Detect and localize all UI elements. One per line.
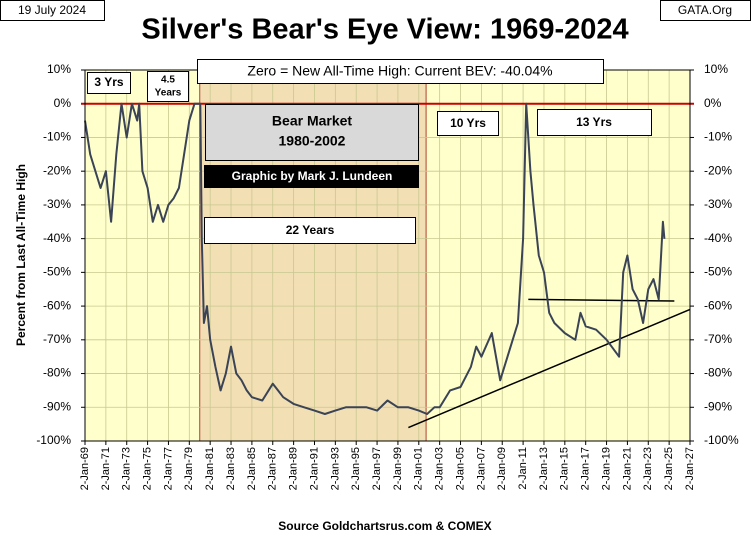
annotation: Years xyxy=(155,88,182,99)
y2-tick-label: -60% xyxy=(704,298,732,312)
chart-title: Silver's Bear's Eye View: 1969-2024 xyxy=(141,14,628,46)
annotation-box xyxy=(204,217,416,244)
x-tick-label: 2-Jan-77 xyxy=(162,447,174,490)
x-tick-label: 2-Jan-19 xyxy=(600,447,612,490)
y2-tick-label: -10% xyxy=(704,130,732,144)
y-tick-label: -70% xyxy=(43,332,71,346)
y-axis-label: Percent from Last All-Time High xyxy=(14,164,28,346)
site-box xyxy=(660,0,751,21)
annotation: 10 Yrs xyxy=(450,116,486,130)
trend-line xyxy=(408,308,691,429)
annotation-box xyxy=(204,165,419,188)
y-tick-label: -30% xyxy=(43,197,71,211)
y-tick-label: -90% xyxy=(43,399,71,413)
y-tick-label: -80% xyxy=(43,366,71,380)
x-tick-label: 2-Jan-99 xyxy=(392,447,404,490)
x-tick-label: 2-Jan-27 xyxy=(684,447,696,490)
x-tick-label: 2-Jan-91 xyxy=(308,447,320,490)
x-tick-label: 2-Jan-71 xyxy=(100,447,112,490)
x-tick-label: 2-Jan-89 xyxy=(288,447,300,490)
annotation-box xyxy=(537,109,652,136)
x-tick-label: 2-Jan-05 xyxy=(454,447,466,490)
x-tick-label: 2-Jan-93 xyxy=(329,447,341,490)
annotation: Graphic by Mark J. Lundeen xyxy=(232,169,393,183)
y-tick-label: -50% xyxy=(43,265,71,279)
x-tick-label: 2-Jan-13 xyxy=(538,447,550,490)
y2-tick-label: 10% xyxy=(704,62,728,76)
series-line xyxy=(84,102,666,415)
x-tick-label: 2-Jan-69 xyxy=(79,447,91,490)
annotations: Zero = New All-Time High: Current BEV: -… xyxy=(87,59,652,244)
y-tick-label: -20% xyxy=(43,163,71,177)
x-tick-label: 2-Jan-07 xyxy=(475,447,487,490)
x-tick-label: 2-Jan-81 xyxy=(204,447,216,490)
x-tick-label: 2-Jan-85 xyxy=(246,447,258,490)
date-box xyxy=(0,0,105,21)
annotation: Zero = New All-Time High: Current BEV: -… xyxy=(247,63,552,79)
annotation: 3 Yrs xyxy=(94,75,123,89)
annotation: 22 Years xyxy=(286,223,335,237)
x-tick-label: 2-Jan-73 xyxy=(121,447,133,490)
y-tick-label: -60% xyxy=(43,298,71,312)
annotation: 13 Yrs xyxy=(576,115,612,129)
annotation-box xyxy=(197,59,604,84)
x-tick-label: 2-Jan-15 xyxy=(559,447,571,490)
annotation-box xyxy=(205,104,419,161)
x-tick-label: 2-Jan-97 xyxy=(371,447,383,490)
annotation: 4.5 xyxy=(161,75,175,86)
annotation: Bear Market xyxy=(272,113,352,129)
y2-tick-label: -100% xyxy=(704,433,739,447)
x-tick-label: 2-Jan-21 xyxy=(621,447,633,490)
y-tick-label: 10% xyxy=(47,62,71,76)
y2-tick-label: -70% xyxy=(704,332,732,346)
trend-line xyxy=(528,298,675,302)
x-tick-label: 2-Jan-83 xyxy=(225,447,237,490)
y2-tick-label: -50% xyxy=(704,265,732,279)
x-tick-label: 2-Jan-87 xyxy=(267,447,279,490)
x-tick-label: 2-Jan-01 xyxy=(413,447,425,490)
x-tick-label: 2-Jan-03 xyxy=(434,447,446,490)
y2-tick-label: -40% xyxy=(704,231,732,245)
annotation: 1980-2002 xyxy=(279,133,346,149)
x-tick-label: 2-Jan-11 xyxy=(517,447,529,490)
y2-tick-label: 0% xyxy=(704,96,722,110)
annotation-box xyxy=(147,71,189,102)
annotation-box xyxy=(87,72,131,94)
y-tick-label: -100% xyxy=(36,433,71,447)
x-tick-label: 2-Jan-25 xyxy=(663,447,675,490)
source-site: GATA.Org xyxy=(678,3,732,17)
annotation-box xyxy=(437,111,499,136)
x-axis-label: Source Goldchartsrus.com & COMEX xyxy=(278,519,491,533)
x-tick-label: 2-Jan-09 xyxy=(496,447,508,490)
x-tick-label: 2-Jan-75 xyxy=(141,447,153,490)
x-tick-label: 2-Jan-17 xyxy=(580,447,592,490)
date: 19 July 2024 xyxy=(18,3,86,17)
x-tick-label: 2-Jan-95 xyxy=(350,447,362,490)
y2-tick-label: -30% xyxy=(704,197,732,211)
y2-tick-label: -90% xyxy=(704,399,732,413)
y-tick-label: -10% xyxy=(43,130,71,144)
y-tick-label: 0% xyxy=(54,96,72,110)
y-tick-label: -40% xyxy=(43,231,71,245)
x-tick-label: 2-Jan-23 xyxy=(642,447,654,490)
y2-tick-label: -20% xyxy=(704,163,732,177)
x-tick-label: 2-Jan-79 xyxy=(183,447,195,490)
y2-tick-label: -80% xyxy=(704,366,732,380)
